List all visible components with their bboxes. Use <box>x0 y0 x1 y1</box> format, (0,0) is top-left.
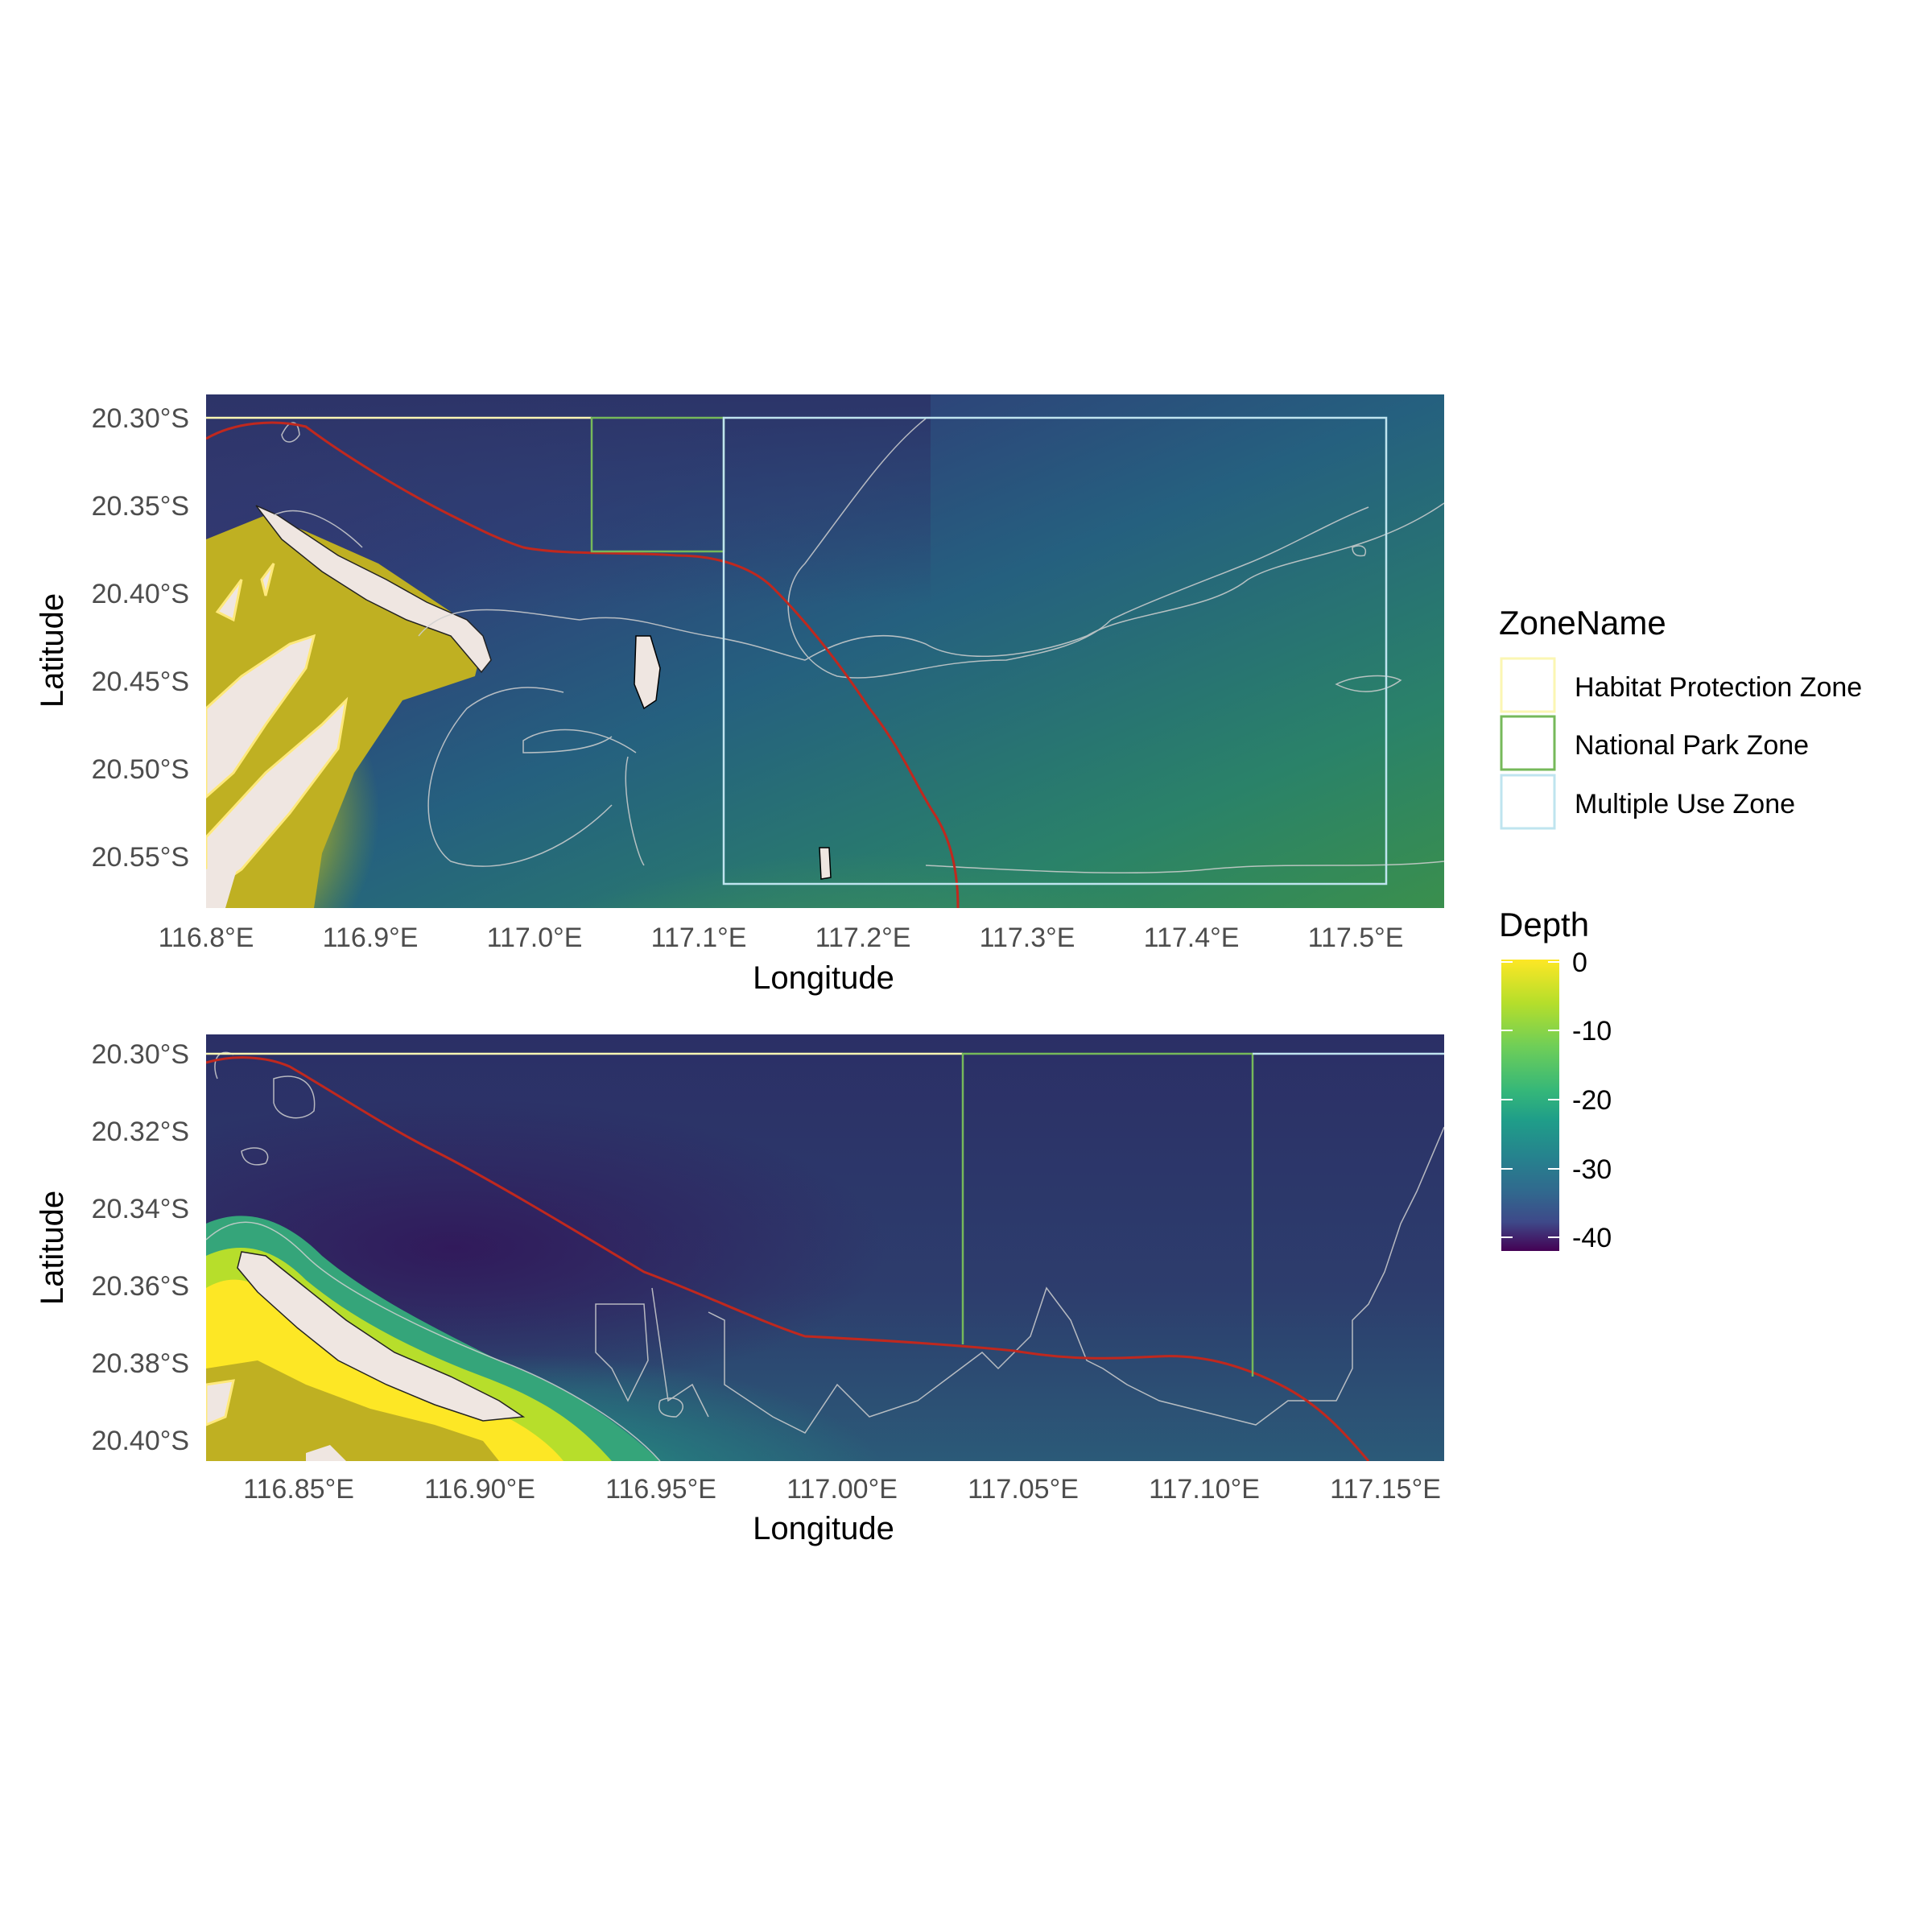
legend-key-habitat-protection <box>1500 657 1556 713</box>
y-tick-label: 20.30°S <box>92 1039 189 1070</box>
y-tick-label: 20.40°S <box>92 579 189 609</box>
top-x-axis: 116.8°E 116.9°E 117.0°E 117.1°E 117.2°E … <box>159 923 1404 996</box>
y-tick-label: 20.36°S <box>92 1271 189 1302</box>
coastal-shallows <box>206 1360 499 1461</box>
y-tick-label: 20.45°S <box>92 667 189 697</box>
depth-tick-label: -10 <box>1572 1016 1612 1046</box>
y-tick-label: 20.40°S <box>92 1426 189 1456</box>
bottom-raster <box>206 1034 1444 1461</box>
y-tick-label: 20.55°S <box>92 842 189 873</box>
depth-contours <box>273 418 1444 874</box>
shallow-bank-south <box>427 684 1183 908</box>
x-axis-title: Longitude <box>753 960 894 996</box>
x-tick-label: 117.1°E <box>651 923 747 953</box>
boundary-line <box>206 1056 1370 1461</box>
x-tick-label: 117.3°E <box>980 923 1075 953</box>
depth-contours <box>206 1051 1444 1461</box>
x-tick-label: 117.4°E <box>1144 923 1240 953</box>
legend-key-multiple-use <box>1500 774 1556 830</box>
y-axis-title: Latitude <box>35 1191 70 1305</box>
top-y-axis: 20.30°S 20.35°S 20.40°S 20.45°S 20.50°S … <box>35 403 189 873</box>
top-map-panel: 20.30°S 20.35°S 20.40°S 20.45°S 20.50°S … <box>35 394 1444 996</box>
zone-polygons <box>206 1052 1444 1377</box>
x-tick-label: 116.9°E <box>323 923 419 953</box>
legend-label-multiple-use: Multiple Use Zone <box>1575 789 1795 819</box>
zone-legend: ZoneName Habitat Protection Zone Nationa… <box>1499 604 1862 830</box>
depth-tick-label: 0 <box>1572 947 1587 978</box>
depth-legend-title: Depth <box>1499 906 1589 943</box>
depth-tick-label: -40 <box>1572 1223 1612 1253</box>
y-tick-label: 20.32°S <box>92 1117 189 1147</box>
mainland-1 <box>206 1379 235 1426</box>
top-raster <box>206 394 1444 908</box>
y-tick-label: 20.35°S <box>92 491 189 522</box>
mainland-2 <box>306 1445 346 1461</box>
depth-colorbar-ticks <box>1501 961 1559 1238</box>
y-tick-label: 20.38°S <box>92 1348 189 1379</box>
x-tick-label: 117.5°E <box>1308 923 1404 953</box>
x-tick-label: 117.10°E <box>1149 1474 1260 1505</box>
legend-key-national-park <box>1500 715 1556 771</box>
mainland-4 <box>206 853 242 908</box>
island-peninsula <box>237 1251 526 1422</box>
south-islet <box>819 847 832 880</box>
x-tick-label: 117.15°E <box>1330 1474 1441 1505</box>
x-tick-label: 117.00°E <box>786 1474 898 1505</box>
x-tick-label: 116.85°E <box>243 1474 354 1505</box>
small-island <box>634 635 661 710</box>
zone-polygons <box>206 416 1388 886</box>
bottom-y-axis: 20.30°S 20.32°S 20.34°S 20.36°S 20.38°S … <box>35 1039 189 1456</box>
zone-legend-title: ZoneName <box>1499 604 1666 642</box>
depth-tick-label: -30 <box>1572 1154 1612 1185</box>
island-peninsula <box>255 505 492 674</box>
y-tick-label: 20.50°S <box>92 754 189 785</box>
x-tick-label: 116.8°E <box>159 923 254 953</box>
mainland-3 <box>215 563 275 622</box>
y-tick-label: 20.34°S <box>92 1194 189 1224</box>
y-tick-label: 20.30°S <box>92 403 189 434</box>
boundary-line <box>206 421 960 908</box>
legend-label-national-park: National Park Zone <box>1575 730 1809 761</box>
x-axis-title: Longitude <box>753 1511 894 1546</box>
y-axis-title: Latitude <box>35 593 70 708</box>
x-tick-label: 117.0°E <box>487 923 583 953</box>
depth-tick-label: -20 <box>1572 1085 1612 1116</box>
bottom-x-axis: 116.85°E 116.90°E 116.95°E 117.00°E 117.… <box>243 1474 1441 1546</box>
mainland-1 <box>206 634 316 799</box>
depth-legend: Depth 0 -10 -20 -30 -40 <box>1499 906 1612 1253</box>
x-tick-label: 116.95°E <box>605 1474 716 1505</box>
depth-colorbar <box>1501 960 1559 1251</box>
legend-label-habitat-protection: Habitat Protection Zone <box>1575 672 1862 703</box>
multiple-use-zone-outline <box>722 416 1388 886</box>
national-park-zone-outline <box>961 1052 1254 1377</box>
x-tick-label: 117.2°E <box>815 923 911 953</box>
x-tick-label: 117.05°E <box>968 1474 1079 1505</box>
x-tick-label: 116.90°E <box>424 1474 535 1505</box>
bottom-map-panel: 20.30°S 20.32°S 20.34°S 20.36°S 20.38°S … <box>35 1034 1444 1546</box>
